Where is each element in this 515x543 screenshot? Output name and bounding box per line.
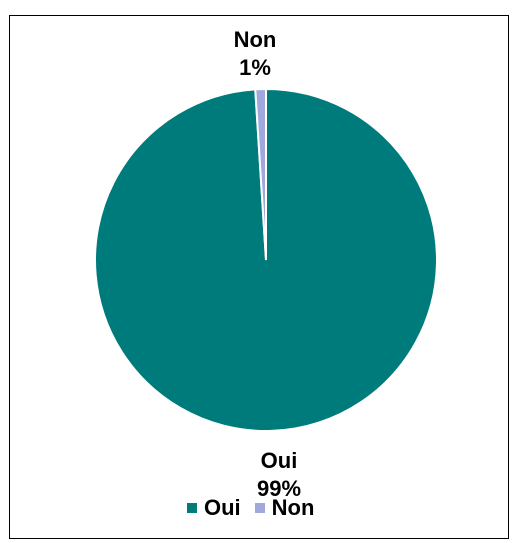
slice-label-oui: Oui xyxy=(261,448,298,473)
legend-label-non: Non xyxy=(271,495,315,520)
slice-value-non: 1% xyxy=(239,55,271,80)
legend-swatch-oui xyxy=(187,503,197,513)
pie-slice-oui xyxy=(94,87,438,432)
slice-label-non: Non xyxy=(234,27,277,52)
legend-item-non: Non xyxy=(254,495,315,521)
slice-value-oui: 99% xyxy=(257,476,301,501)
pie-slice-non xyxy=(254,87,267,261)
legend-swatch-non xyxy=(254,503,265,513)
legend-label-oui: Oui xyxy=(204,495,241,520)
legend: Oui Non xyxy=(187,495,328,521)
legend-item-oui: Oui xyxy=(187,495,241,521)
